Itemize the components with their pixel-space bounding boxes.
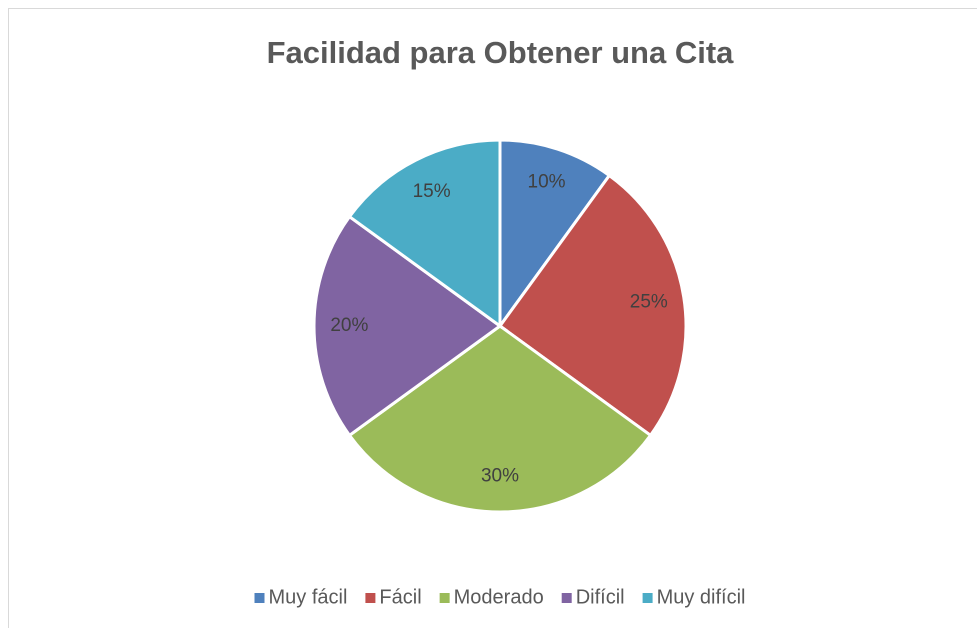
data-label: 25%: [630, 291, 668, 312]
data-label: 15%: [413, 181, 451, 202]
legend-marker: [439, 593, 450, 603]
data-label: 30%: [481, 466, 519, 487]
legend-label: Moderado: [454, 586, 544, 608]
legend-label: Fácil: [379, 586, 421, 608]
pie-slice: [497, 173, 688, 438]
data-label: 10%: [528, 172, 566, 193]
legend-label: Difícil: [576, 586, 625, 608]
legend-marker: [254, 593, 265, 603]
chart-title: Facilidad para Obtener una Cita: [267, 35, 735, 70]
legend-marker: [561, 593, 572, 603]
pie-slice: [347, 324, 653, 514]
data-label: 20%: [330, 315, 368, 336]
legend-label: Muy difícil: [657, 586, 746, 608]
pie-slice: [347, 138, 502, 329]
legend-marker: [642, 593, 653, 603]
pie-slice: [498, 138, 612, 331]
legend-label: Muy fácil: [269, 586, 348, 608]
legend-marker: [365, 593, 376, 603]
pie-slice: [312, 214, 503, 438]
